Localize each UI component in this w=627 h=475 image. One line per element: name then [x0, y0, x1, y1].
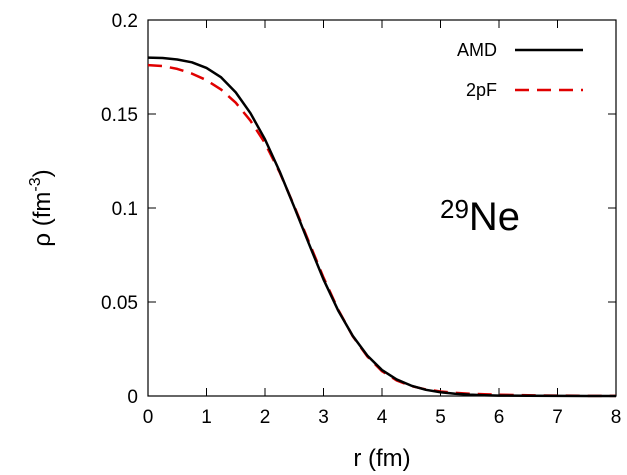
x-tick-label: 3 [318, 407, 329, 428]
nucleus-mass-number: 29 [440, 194, 469, 224]
x-tick-label: 5 [435, 407, 446, 428]
legend-label-amd: AMD [457, 40, 497, 60]
legend: AMD 2pF [457, 40, 583, 100]
series-layer [147, 56, 617, 398]
nucleus-symbol: Ne [469, 195, 520, 239]
y-tick-label: 0.2 [112, 11, 138, 32]
y-tick-label: 0.1 [112, 199, 138, 220]
x-axis-label: r (fm) [353, 445, 410, 472]
y-tick-label: 0.05 [101, 293, 138, 314]
x-tick-label: 0 [143, 407, 154, 428]
y-tick-label: 0 [127, 387, 138, 408]
y-axis-label-base: ρ (fm [29, 192, 56, 247]
x-tick-label: 2 [260, 407, 271, 428]
y-axis-label: ρ (fm-3) [27, 169, 56, 246]
series-line-2pf [147, 63, 617, 398]
x-tick-label: 8 [611, 407, 622, 428]
x-tick-label: 7 [552, 407, 563, 428]
x-tick-label: 4 [377, 407, 388, 428]
legend-label-2pf: 2pF [466, 80, 497, 100]
x-tick-label: 1 [201, 407, 212, 428]
y-tick-label: 0.15 [101, 105, 138, 126]
axis-ticks: 0 1 2 3 4 5 6 7 8 0 0.05 0.1 0.15 0.2 [101, 11, 621, 428]
x-tick-label: 6 [494, 407, 505, 428]
y-axis-label-sup: -3 [27, 177, 44, 191]
y-axis-label-close: ) [29, 169, 56, 177]
nucleus-annotation: 29Ne [440, 194, 520, 239]
series-line-amd [147, 56, 617, 398]
